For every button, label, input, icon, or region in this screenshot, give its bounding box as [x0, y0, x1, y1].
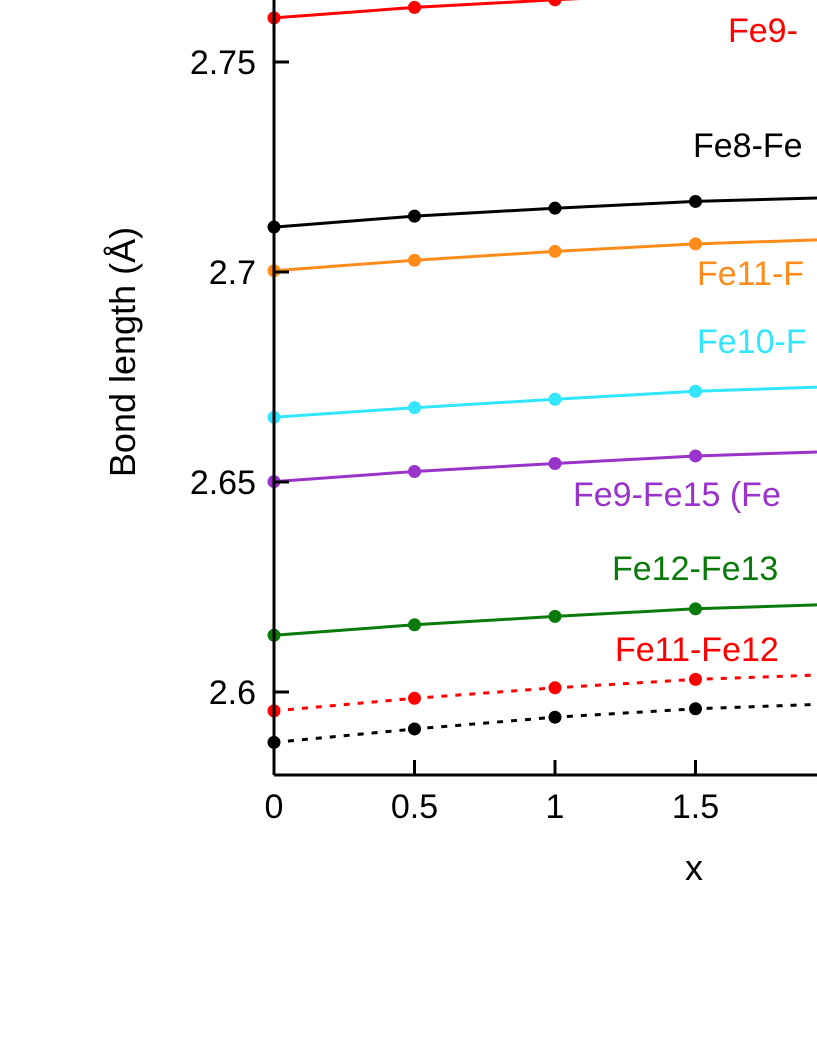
data-point-5-2 [548, 609, 562, 623]
labels-layer: Fe9- Fe8-Fe Fe11-F Fe10-F Fe9-Fe15 (Fe Fe12-F… [573, 12, 807, 669]
data-point-3-1 [408, 401, 421, 415]
x-tick-label-3: 1.5 [672, 788, 719, 826]
data-point-0-2 [548, 0, 562, 7]
series-label-6: Fe11-Fe12 [615, 631, 779, 669]
data-point-4-1 [408, 465, 421, 478]
series-layer [267, 0, 817, 749]
x-axis-label: x [685, 847, 703, 888]
series-5 [267, 602, 817, 642]
y-axis-label: Bond length (Å) [102, 227, 143, 477]
series-label-5: Fe12-Fe13 [612, 550, 778, 588]
series-label-2: Fe11-F [697, 255, 804, 293]
series-label-4: Fe9-Fe15 (Fe [573, 476, 781, 514]
data-point-2-1 [408, 253, 421, 267]
series-6 [267, 672, 817, 718]
data-point-5-3 [689, 602, 702, 616]
data-point-3-2 [548, 392, 562, 406]
data-point-4-2 [548, 457, 562, 471]
data-point-7-3 [689, 702, 702, 716]
series-label-3: Fe10-F [697, 323, 807, 361]
x-tick-label-2: 1 [546, 788, 565, 826]
series-line-6 [273, 673, 817, 713]
data-point-6-3 [689, 672, 702, 686]
data-point-1-1 [408, 209, 421, 223]
series-line-3 [273, 385, 817, 419]
data-point-2-2 [548, 244, 562, 258]
ticks-layer: 2.6 2.65 2.7 2.75 0 0.5 1 1.5 [190, 44, 719, 826]
data-point-5-1 [408, 618, 421, 632]
axes-layer [272, 0, 817, 777]
x-tick-label-0: 0 [265, 788, 284, 826]
x-tick-label-1: 0.5 [391, 788, 438, 826]
y-tick-label-1: 2.65 [190, 464, 256, 502]
series-2 [267, 237, 817, 278]
series-1 [267, 194, 817, 234]
series-line-0 [273, 0, 581, 20]
series-label-1: Fe8-Fe [693, 127, 803, 165]
data-point-2-3 [689, 237, 702, 251]
data-point-1-2 [548, 201, 562, 215]
y-tick-label-0: 2.6 [209, 674, 256, 712]
y-tick-label-3: 2.75 [190, 44, 256, 82]
series-label-0: Fe9- [728, 12, 798, 50]
y-tick-label-2: 2.7 [209, 254, 256, 292]
data-point-7-1 [408, 722, 421, 736]
series-0 [267, 0, 581, 25]
data-point-7-2 [548, 710, 562, 724]
series-3 [267, 384, 817, 424]
series-line-1 [273, 196, 817, 229]
data-point-1-3 [689, 194, 702, 208]
series-line-7 [273, 702, 817, 744]
data-point-6-2 [548, 681, 562, 695]
series-7 [267, 702, 817, 749]
data-point-6-1 [408, 691, 421, 705]
data-point-3-3 [689, 384, 702, 398]
data-point-0-1 [408, 0, 421, 14]
data-point-4-3 [689, 449, 702, 463]
